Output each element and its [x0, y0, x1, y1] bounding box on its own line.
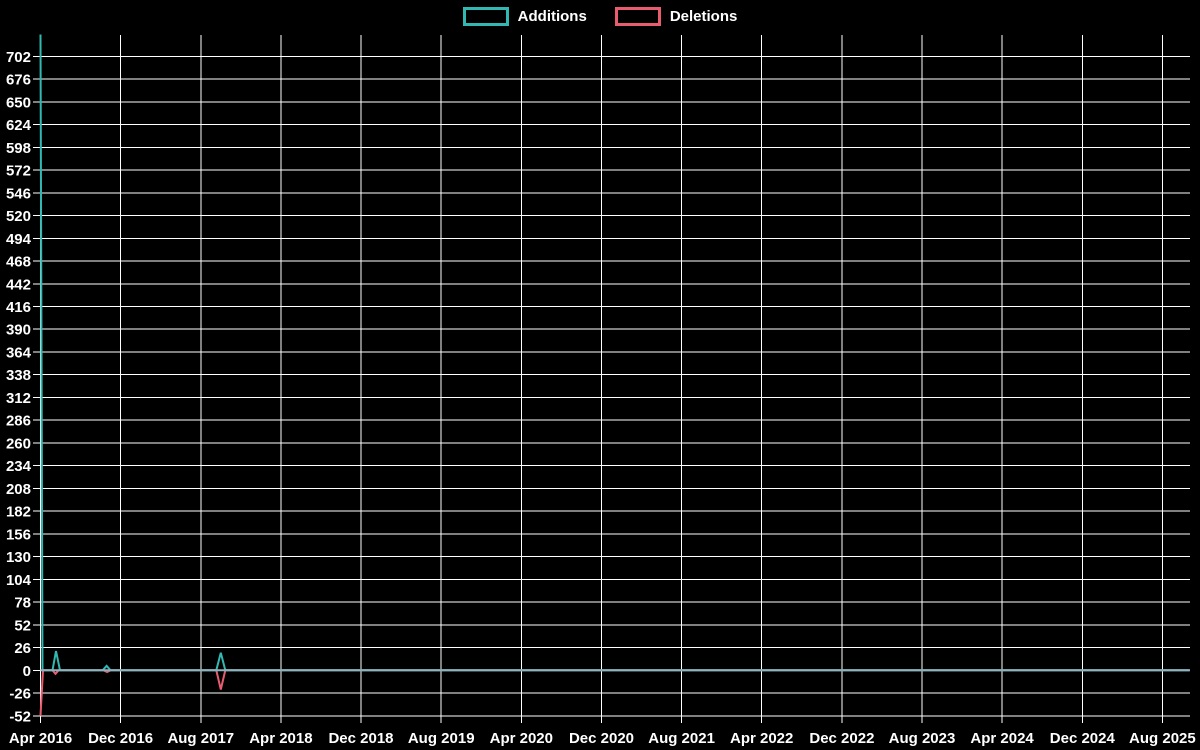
x-tick-label: Dec 2024	[1050, 730, 1116, 747]
legend-item-additions[interactable]: Additions	[462, 7, 587, 26]
y-tick-label: 26	[14, 640, 31, 657]
y-tick-label: 104	[6, 572, 32, 589]
x-tick-label: Apr 2020	[490, 730, 553, 747]
chart-legend: Additions Deletions	[0, 7, 1200, 26]
x-tick-label: Apr 2018	[249, 730, 312, 747]
y-tick-label: 702	[6, 49, 31, 66]
y-tick-label: 312	[6, 390, 31, 407]
additions-swatch-icon	[462, 7, 509, 26]
x-tick-label: Dec 2018	[328, 730, 393, 747]
y-tick-label: 52	[14, 617, 31, 634]
y-tick-label: 0	[23, 663, 31, 680]
x-tick-label: Aug 2023	[889, 730, 956, 747]
y-tick-label: 546	[6, 185, 31, 202]
y-tick-label: 390	[6, 322, 31, 339]
y-tick-label: 468	[6, 254, 31, 271]
y-tick-label: 234	[6, 458, 32, 475]
y-tick-label: 260	[6, 435, 31, 452]
y-tick-label: 338	[6, 367, 31, 384]
y-tick-label: 156	[6, 526, 31, 543]
x-tick-label: Dec 2020	[569, 730, 634, 747]
y-tick-label: 182	[6, 504, 31, 521]
y-tick-label: 286	[6, 413, 31, 430]
x-tick-label: Aug 2019	[408, 730, 475, 747]
y-tick-label: 130	[6, 549, 31, 566]
y-tick-label: 494	[6, 231, 32, 248]
x-tick-label: Dec 2022	[809, 730, 874, 747]
x-tick-label: Dec 2016	[88, 730, 153, 747]
x-tick-label: Aug 2021	[648, 730, 715, 747]
y-tick-label: 364	[6, 345, 32, 362]
y-tick-label: 208	[6, 481, 31, 498]
y-tick-label: -26	[9, 686, 31, 703]
y-tick-label: 598	[6, 140, 31, 157]
y-tick-label: 442	[6, 276, 31, 293]
y-tick-label: -52	[9, 708, 31, 725]
x-tick-label: Aug 2017	[167, 730, 234, 747]
x-tick-label: Apr 2016	[9, 730, 72, 747]
y-tick-label: 650	[6, 94, 31, 111]
y-tick-label: 572	[6, 163, 31, 180]
x-tick-label: Aug 2025	[1129, 730, 1196, 747]
y-tick-label: 78	[14, 595, 31, 612]
y-tick-label: 624	[6, 117, 32, 134]
x-tick-label: Apr 2022	[730, 730, 793, 747]
y-tick-label: 676	[6, 72, 31, 89]
legend-item-deletions[interactable]: Deletions	[614, 7, 738, 26]
legend-label-additions: Additions	[517, 8, 587, 25]
y-tick-label: 416	[6, 299, 31, 316]
deletions-swatch-icon	[614, 7, 661, 26]
x-tick-label: Apr 2024	[970, 730, 1034, 747]
y-tick-label: 520	[6, 208, 31, 225]
legend-label-deletions: Deletions	[669, 8, 738, 25]
